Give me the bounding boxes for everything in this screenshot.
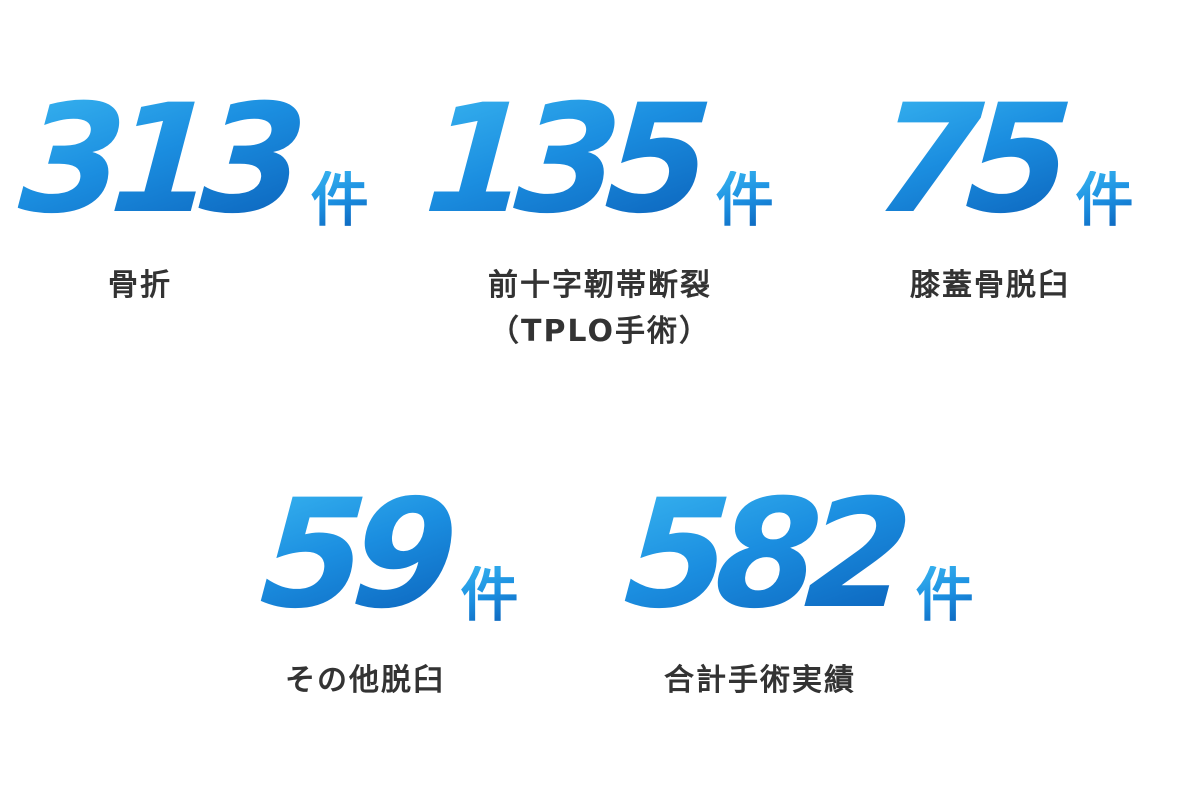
stat-total-surgeries: 582 件 合計手術実績 xyxy=(620,468,973,704)
stat-number: 59 xyxy=(256,468,461,642)
stat-label-line: 骨折 xyxy=(108,268,172,303)
stat-label-line: 膝蓋骨脱臼 xyxy=(910,268,1070,303)
stat-number: 135 xyxy=(420,73,717,247)
stat-other-luxation: 59 件 その他脱臼 xyxy=(250,468,530,704)
stat-value-row: 582 件 xyxy=(620,468,973,642)
stat-unit: 件 xyxy=(460,561,519,629)
stat-label: 合計手術実績 xyxy=(565,658,955,704)
stat-label-line: その他脱臼 xyxy=(285,663,445,698)
stat-label-line: 前十字靭帯断裂 xyxy=(488,268,712,303)
stat-unit: 件 xyxy=(715,166,774,234)
stat-number: 75 xyxy=(871,73,1076,247)
stat-unit: 件 xyxy=(915,561,974,629)
stat-value-row: 59 件 xyxy=(250,468,530,642)
stat-unit: 件 xyxy=(1075,166,1134,234)
stat-label: その他脱臼 xyxy=(200,658,530,704)
stat-cruciate-ligament: 135 件 前十字靭帯断裂 （TPLO手術） xyxy=(420,73,773,355)
stat-value-row: 313 件 xyxy=(15,73,368,247)
stat-label: 前十字靭帯断裂 （TPLO手術） xyxy=(450,263,750,355)
stat-label-line: （TPLO手術） xyxy=(488,314,711,349)
stat-unit: 件 xyxy=(310,166,369,234)
stat-number: 313 xyxy=(15,73,312,247)
stat-number: 582 xyxy=(620,468,917,642)
stat-value-row: 75 件 xyxy=(870,73,1140,247)
stat-label: 骨折 xyxy=(0,263,345,309)
stat-label: 膝蓋骨脱臼 xyxy=(840,263,1140,309)
stat-patellar-luxation: 75 件 膝蓋骨脱臼 xyxy=(870,73,1140,309)
stat-fracture: 313 件 骨折 xyxy=(15,73,368,309)
stat-value-row: 135 件 xyxy=(420,73,773,247)
stat-label-line: 合計手術実績 xyxy=(664,663,856,698)
